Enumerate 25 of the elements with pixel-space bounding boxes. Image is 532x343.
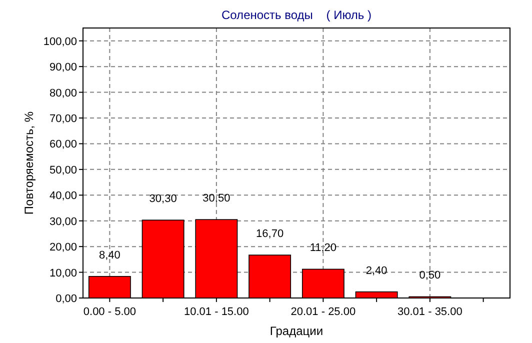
y-tick-label: 40,00 [49,190,77,202]
chart-title: Соленость воды ( Июль ) [221,8,372,22]
data-label: 11,20 [310,242,337,254]
y-tick-label: 10,00 [49,267,77,280]
y-tick-label: 80,00 [49,87,77,100]
x-tick-label: 30.01 - 35.00 [398,306,462,318]
data-label: 2,40 [366,264,388,277]
x-tick-label: 10.01 - 15.00 [184,306,249,318]
data-label: 30,50 [202,192,230,205]
y-tick-label: 30,00 [49,216,77,228]
data-label: 0,50 [419,270,441,282]
y-axis-title: Повторяемость, % [22,111,36,215]
y-tick-label: 0,00 [56,293,77,305]
y-tick-label: 90,00 [49,62,77,74]
data-label: 8,40 [98,249,120,262]
y-tick-label: 60,00 [49,138,77,151]
y-tick-label: 20,00 [49,242,77,254]
data-label: 16,70 [256,228,284,240]
y-tick-label: 50,00 [49,164,77,176]
x-tick-label: 20.01 - 25.00 [290,306,356,318]
y-tick-label: 70,00 [49,113,77,125]
x-axis-title: Градации [270,324,324,338]
y-tick-label: 100,00 [43,36,77,48]
data-label: 30,30 [149,193,177,206]
x-tick-label: 0.00 - 5.00 [83,306,136,318]
